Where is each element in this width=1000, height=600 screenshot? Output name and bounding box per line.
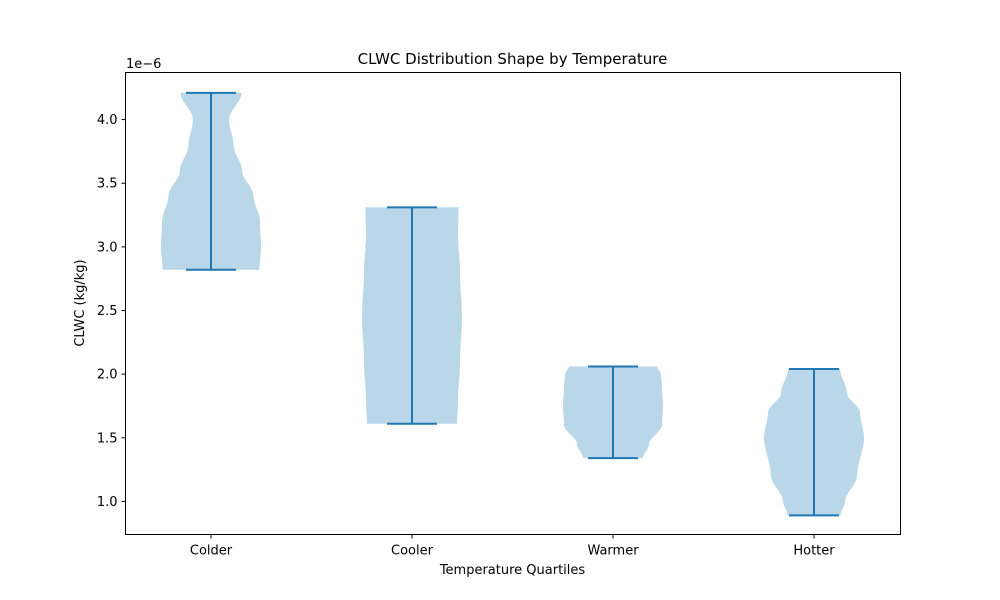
plot-frame [125,72,901,535]
violin-group [161,91,864,517]
x-axis: Colder Cooler Warmer Hotter [190,534,835,559]
y-axis: 1.0 1.5 2.0 2.5 3.0 3.5 4.0 [97,113,126,510]
y-tick-label: 3.5 [97,177,118,192]
y-tick-label: 2.5 [97,304,118,319]
y-axis-title: CLWC (kg/kg) [73,259,88,346]
y-offset-text: 1e−6 [126,57,161,72]
x-axis-title: Temperature Quartiles [439,563,586,578]
y-tick-label: 1.5 [97,431,118,446]
y-tick-label: 3.0 [97,240,118,255]
x-tick-label-hotter: Hotter [793,544,835,559]
y-tick-label: 1.0 [97,495,118,510]
y-tick-label: 2.0 [97,368,118,383]
x-tick-label-warmer: Warmer [587,544,639,559]
y-tick-label: 4.0 [97,113,118,128]
x-tick-label-colder: Colder [190,544,233,559]
chart-title: CLWC Distribution Shape by Temperature [358,50,668,68]
x-tick-label-cooler: Cooler [391,544,434,559]
